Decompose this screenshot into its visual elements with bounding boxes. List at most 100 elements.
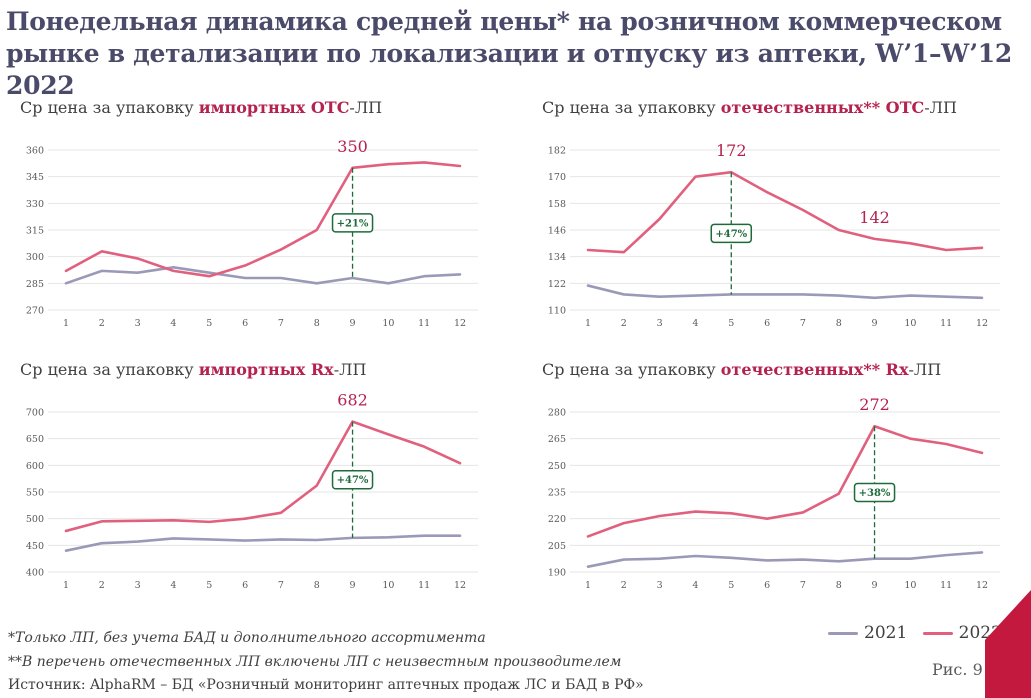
data-point-2022 (244, 265, 246, 267)
y-tick-label: 700 (26, 408, 44, 419)
x-tick-label: 2 (621, 318, 627, 329)
growth-badge-box (331, 213, 374, 233)
x-tick-label: 11 (418, 318, 430, 329)
data-point-2022 (909, 438, 911, 440)
data-point-2021 (352, 277, 354, 279)
data-point-2022 (172, 270, 174, 272)
x-tick-label: 7 (800, 580, 806, 591)
growth-badge-label: +47% (337, 475, 369, 486)
x-tick-label: 1 (63, 318, 69, 329)
data-point-2021 (838, 295, 840, 297)
legend: 2021 2022 (818, 623, 1002, 643)
data-point-2022 (730, 512, 732, 514)
data-point-2021 (659, 558, 661, 560)
x-tick-label: 12 (976, 318, 988, 329)
data-point-2022 (244, 518, 246, 520)
data-point-2021 (280, 538, 282, 540)
panel-title-prefix: Ср цена за упаковку (20, 360, 199, 379)
x-tick-label: 3 (657, 580, 663, 591)
data-point-2022 (981, 452, 983, 454)
peak-value-label: 682 (337, 391, 368, 410)
data-point-2022 (623, 251, 625, 253)
data-point-2021 (766, 559, 768, 561)
data-point-2022 (65, 270, 67, 272)
y-tick-label: 158 (548, 199, 566, 210)
data-point-2021 (172, 537, 174, 539)
panel-title-suffix: -ЛП (924, 98, 957, 117)
data-point-2022 (874, 238, 876, 240)
chart-panel-import-otc: Ср цена за упаковку импортных OTC-ЛП 270… (20, 98, 510, 348)
page-title: Понедельная динамика средней цены* на ро… (6, 7, 1012, 100)
data-point-2021 (208, 272, 210, 274)
figure-number: Рис. 9 (932, 660, 983, 679)
x-tick-label: 8 (314, 580, 320, 591)
panel-title-type: OTC (885, 98, 925, 117)
data-point-2022 (623, 522, 625, 524)
panel-title-prefix: Ср цена за упаковку (542, 98, 721, 117)
x-tick-label: 1 (585, 318, 591, 329)
y-tick-label: 170 (548, 172, 566, 183)
data-point-2022 (838, 229, 840, 231)
y-tick-label: 122 (548, 279, 566, 290)
data-point-2022 (423, 446, 425, 448)
data-point-2021 (172, 266, 174, 268)
data-point-2022 (280, 512, 282, 514)
data-point-2022 (945, 443, 947, 445)
x-tick-label: 6 (242, 318, 248, 329)
series-line-2022 (586, 170, 984, 254)
panel-title-highlight: импортных (198, 98, 311, 117)
data-point-2022 (137, 520, 139, 522)
x-tick-label: 12 (454, 580, 466, 591)
x-tick-label: 2 (99, 580, 105, 591)
x-tick-label: 2 (99, 318, 105, 329)
data-point-2022 (694, 176, 696, 178)
series-line-2021 (586, 284, 984, 300)
data-point-2021 (423, 535, 425, 537)
y-tick-label: 235 (548, 488, 566, 499)
data-point-2021 (945, 554, 947, 556)
x-tick-label: 1 (585, 580, 591, 591)
x-tick-label: 10 (382, 580, 394, 591)
data-point-2022 (802, 511, 804, 513)
x-tick-label: 10 (904, 318, 916, 329)
x-tick-label: 6 (764, 580, 770, 591)
panel-title-highlight: отечественных** (720, 360, 886, 379)
x-tick-label: 4 (692, 580, 698, 591)
data-point-2022 (137, 257, 139, 259)
growth-badge-label: +38% (859, 488, 891, 499)
x-tick-label: 9 (350, 318, 356, 329)
x-tick-label: 9 (872, 318, 878, 329)
y-tick-label: 190 (548, 568, 566, 579)
y-tick-label: 450 (26, 541, 44, 552)
data-point-2022 (459, 165, 461, 167)
panel-title-type: Rx (885, 360, 909, 379)
peak-value-label: 350 (337, 137, 368, 156)
data-point-2021 (694, 555, 696, 557)
data-point-2021 (587, 285, 589, 287)
x-tick-label: 3 (135, 580, 141, 591)
x-tick-label: 5 (206, 318, 212, 329)
y-tick-label: 315 (26, 226, 44, 237)
data-point-2022 (101, 250, 103, 252)
data-point-2021 (244, 540, 246, 542)
x-tick-label: 7 (800, 318, 806, 329)
growth-badge-label: +21% (337, 218, 369, 229)
panel-title-suffix: -ЛП (908, 360, 942, 379)
chart-panel-domestic-rx: Ср цена за упаковку отечественных** Rx-Л… (542, 360, 1031, 610)
data-point-2021 (387, 536, 389, 538)
panel-title-prefix: Ср цена за упаковку (542, 360, 721, 379)
y-tick-label: 280 (548, 408, 566, 419)
data-point-2022 (423, 161, 425, 163)
y-tick-label: 400 (26, 568, 44, 579)
peak-value-label: 172 (716, 141, 747, 160)
data-point-2021 (587, 566, 589, 568)
x-tick-label: 11 (940, 318, 952, 329)
data-point-2021 (316, 539, 318, 541)
x-tick-label: 3 (135, 318, 141, 329)
growth-badge-box (853, 482, 896, 503)
x-tick-label: 10 (904, 580, 916, 591)
peak-value-label: 272 (859, 395, 890, 414)
y-tick-label: 500 (26, 514, 44, 525)
